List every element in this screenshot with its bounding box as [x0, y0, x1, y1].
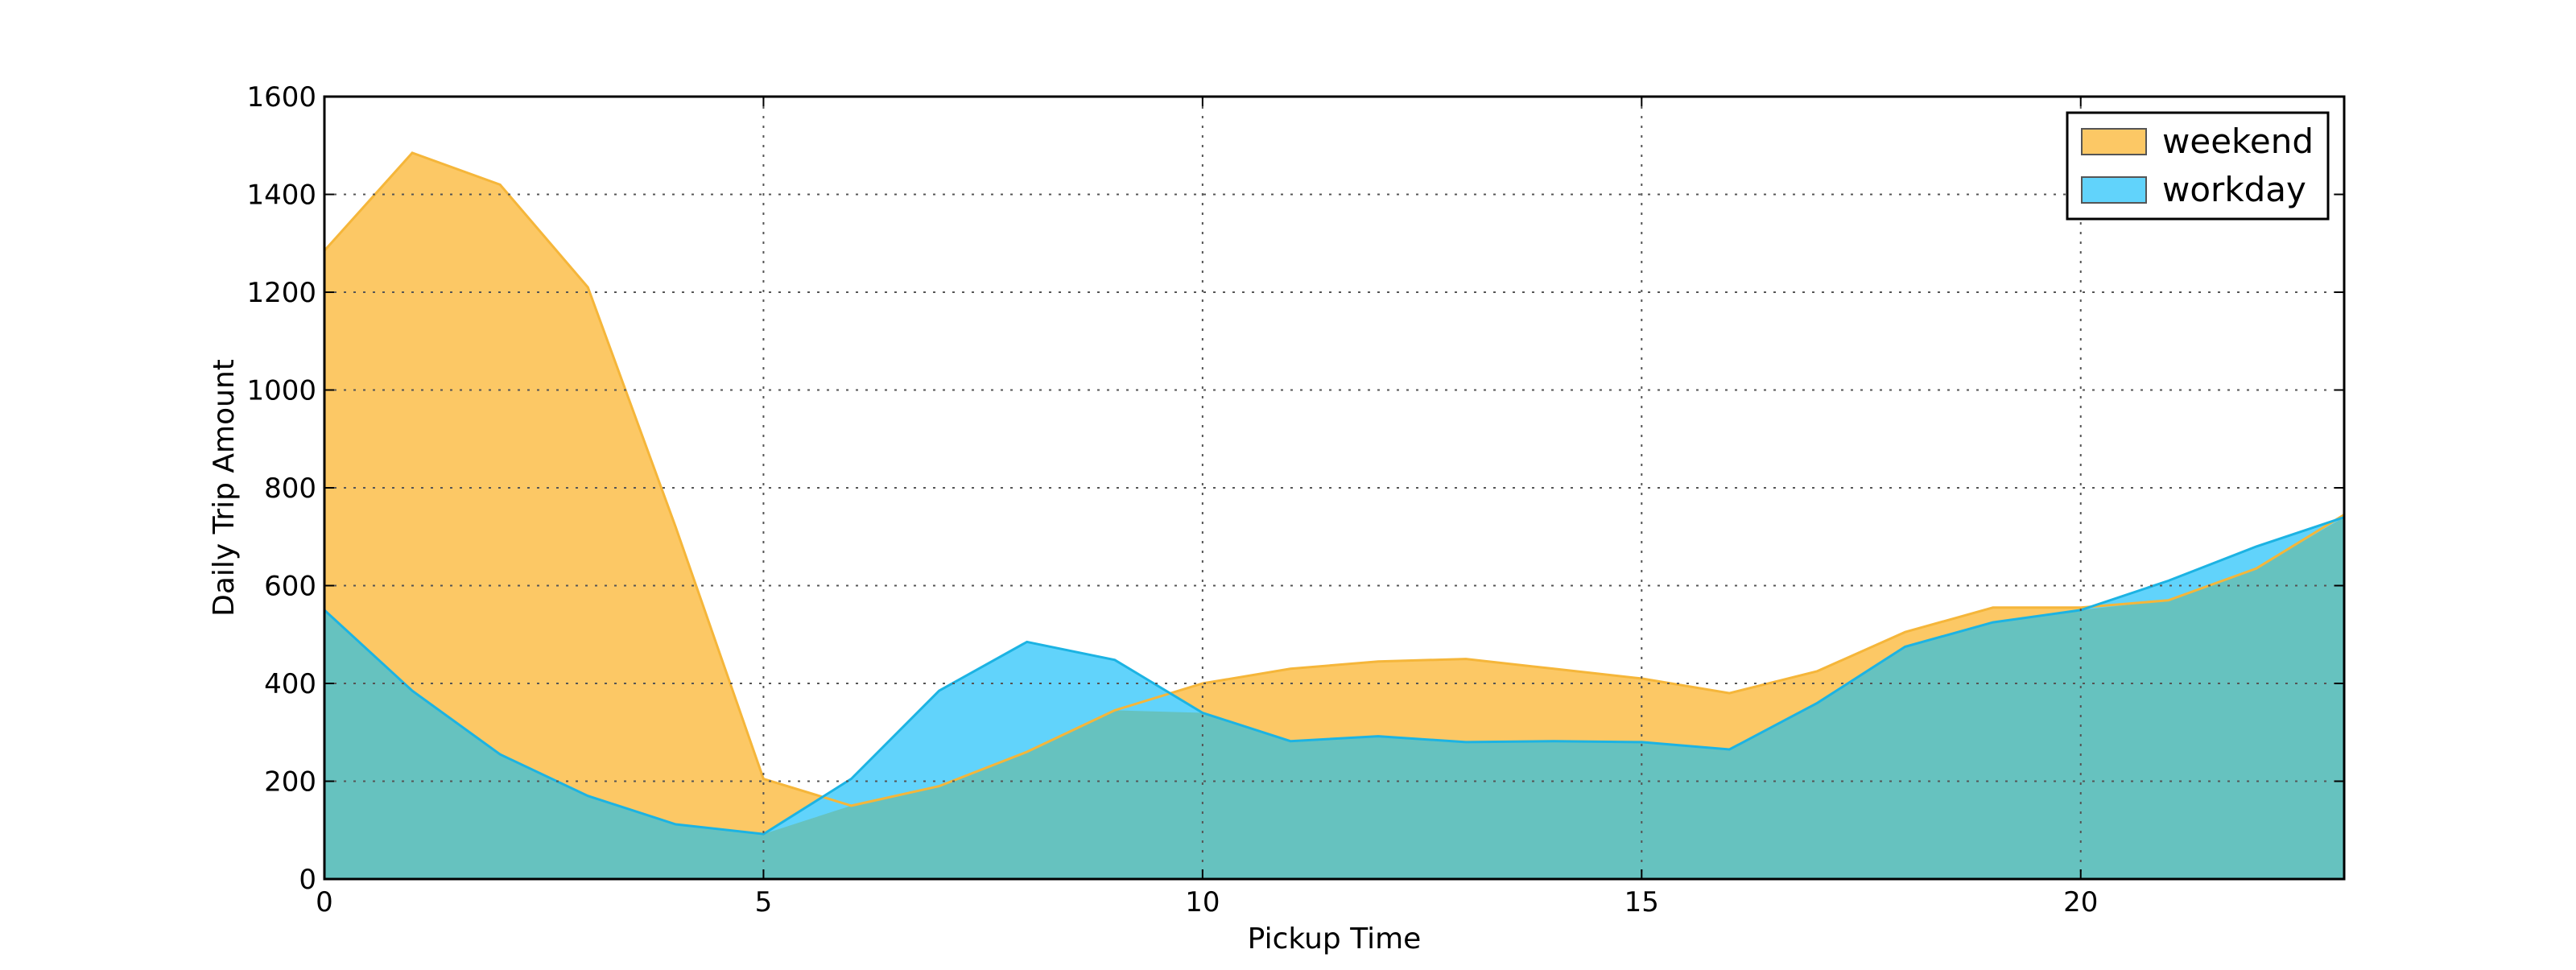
line-weekend [324, 151, 2344, 807]
y-tick-label: 200 [264, 766, 316, 799]
y-tick-label: 1600 [246, 81, 316, 114]
x-tick-label: 10 [1185, 886, 1220, 918]
y-tick-label: 600 [264, 571, 316, 603]
x-tick-label: 15 [1624, 886, 1659, 918]
legend-label-workday: workday [2162, 170, 2306, 209]
x-tick-label: 0 [316, 886, 333, 918]
x-axis-label: Pickup Time [1248, 923, 1422, 956]
y-axis-label: Daily Trip Amount [208, 359, 241, 617]
series-layer [324, 151, 2344, 879]
y-tick-label: 1000 [246, 375, 316, 407]
line-workday [324, 516, 2344, 836]
grid-layer [324, 97, 2344, 879]
y-tick-label: 0 [299, 864, 316, 896]
legend-swatch-workday [2081, 176, 2147, 204]
legend-label-weekend: weekend [2162, 122, 2314, 161]
y-tick-label: 1200 [246, 277, 316, 309]
area-overlap [324, 517, 2344, 879]
x-tick-label: 5 [755, 886, 773, 918]
y-tick-label: 400 [264, 668, 316, 700]
legend: weekend workday [2066, 111, 2330, 221]
legend-swatch-weekend [2081, 128, 2147, 155]
y-tick-label: 800 [264, 473, 316, 505]
y-tick-label: 1400 [246, 180, 316, 212]
x-tick-label: 20 [2063, 886, 2098, 918]
